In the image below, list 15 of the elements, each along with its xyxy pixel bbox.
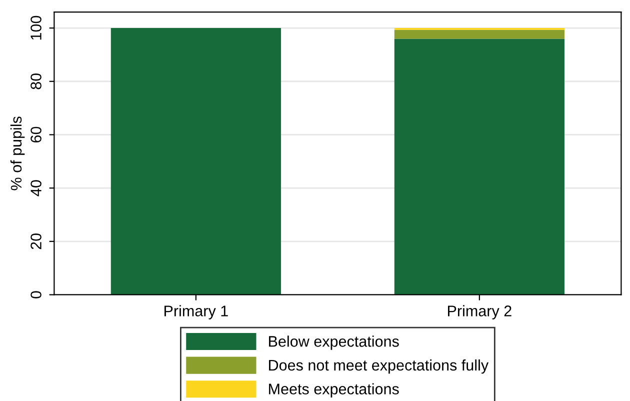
legend-label: Below expectations	[269, 336, 399, 350]
y-tick-label: 100	[30, 16, 42, 40]
y-tick-label: 60	[30, 126, 42, 142]
y-tick-label: 20	[30, 233, 42, 250]
legend-label: Does not meet expectations fully	[269, 359, 489, 374]
bar	[394, 38, 564, 295]
legend-label: Meets expectations	[269, 383, 399, 398]
y-tick-label: 40	[30, 180, 42, 196]
x-tick-label: Primary 1	[164, 305, 228, 320]
bar	[394, 30, 564, 39]
y-axis-title: % of pupils	[10, 116, 25, 190]
x-tick-label: Primary 2	[448, 305, 512, 320]
bar	[110, 28, 281, 295]
y-tick-label: 0	[30, 291, 42, 298]
y-tick-label: 80	[30, 73, 42, 90]
